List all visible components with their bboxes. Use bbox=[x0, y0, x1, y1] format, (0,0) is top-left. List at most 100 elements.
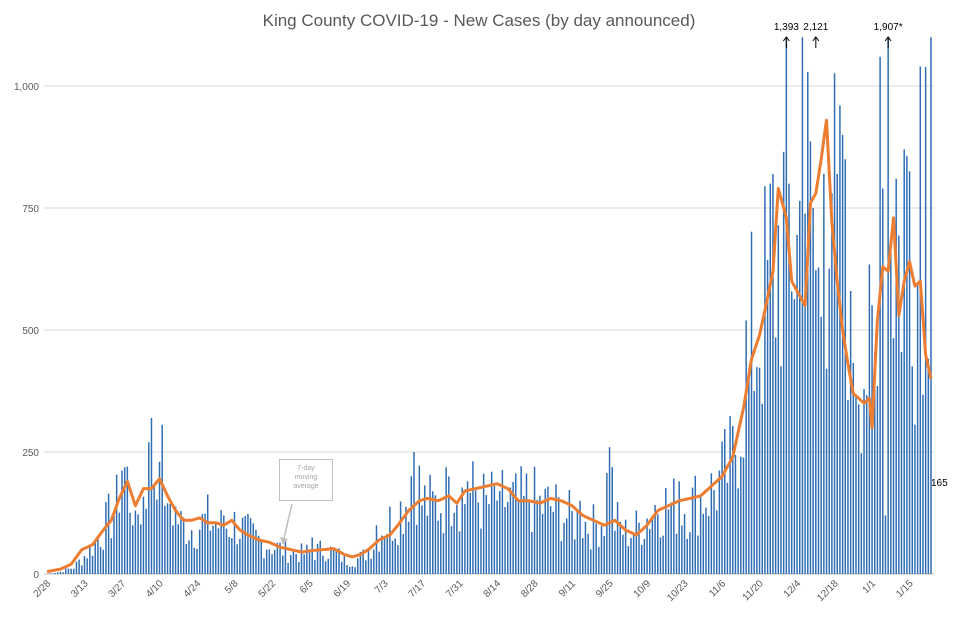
daily-case-bar bbox=[102, 549, 104, 574]
daily-case-bar bbox=[809, 141, 812, 575]
daily-case-bar bbox=[67, 568, 70, 574]
daily-case-bar bbox=[863, 389, 865, 574]
daily-case-bar bbox=[316, 543, 319, 574]
daily-case-bar bbox=[887, 37, 889, 574]
daily-case-bar bbox=[849, 290, 852, 574]
daily-case-bar bbox=[766, 259, 769, 574]
daily-case-bar bbox=[391, 540, 394, 574]
daily-case-bar bbox=[440, 513, 442, 574]
y-tick-label: 500 bbox=[22, 326, 39, 337]
daily-case-bar bbox=[482, 473, 485, 574]
daily-case-bar bbox=[673, 478, 675, 574]
daily-case-bar bbox=[445, 467, 447, 574]
daily-case-bar bbox=[517, 500, 520, 574]
daily-case-bar bbox=[702, 513, 705, 574]
daily-case-bar bbox=[595, 523, 597, 574]
daily-case-bar bbox=[174, 506, 177, 574]
x-tick-label: 2/28 bbox=[32, 578, 54, 600]
daily-case-bar bbox=[614, 530, 616, 574]
x-tick-label: 6/19 bbox=[332, 578, 354, 600]
daily-case-bar bbox=[924, 67, 927, 575]
daily-case-bar bbox=[332, 548, 335, 574]
daily-case-bar bbox=[807, 71, 809, 574]
x-tick-label: 5/22 bbox=[257, 578, 279, 600]
daily-case-bar bbox=[723, 429, 726, 574]
daily-case-bar bbox=[587, 533, 589, 574]
daily-case-bar bbox=[134, 510, 137, 574]
daily-case-bar bbox=[573, 539, 576, 574]
daily-case-bar bbox=[474, 490, 477, 574]
overflow-arrow-icon bbox=[812, 36, 820, 42]
daily-case-bar bbox=[193, 547, 196, 574]
daily-case-bar bbox=[164, 505, 166, 574]
daily-case-bar bbox=[212, 525, 214, 574]
daily-case-bar bbox=[523, 495, 525, 574]
daily-case-bar bbox=[882, 188, 884, 575]
daily-case-bar bbox=[828, 268, 830, 574]
x-tick-label: 11/6 bbox=[707, 578, 728, 599]
daily-case-bar bbox=[874, 352, 876, 574]
daily-case-bar bbox=[241, 517, 244, 574]
daily-case-bar bbox=[351, 566, 354, 574]
y-tick-label: 0 bbox=[33, 570, 39, 581]
daily-case-bar bbox=[466, 481, 469, 574]
daily-case-bar bbox=[732, 426, 734, 574]
daily-case-bar bbox=[94, 540, 96, 574]
daily-case-bar bbox=[930, 37, 932, 574]
daily-case-bar bbox=[571, 510, 573, 574]
daily-case-bar bbox=[91, 555, 94, 574]
x-tick-label: 12/4 bbox=[782, 578, 804, 600]
daily-case-bar bbox=[450, 526, 453, 574]
daily-case-bar bbox=[453, 512, 455, 574]
daily-case-bar bbox=[56, 572, 59, 574]
daily-case-bar bbox=[547, 486, 549, 574]
daily-case-bar bbox=[386, 533, 388, 574]
daily-case-bar bbox=[142, 496, 145, 574]
daily-case-bar bbox=[721, 441, 723, 574]
daily-case-bar bbox=[616, 501, 619, 574]
daily-case-bar bbox=[632, 533, 635, 574]
daily-case-bar bbox=[528, 501, 530, 574]
daily-case-bar bbox=[600, 526, 603, 574]
daily-case-bar bbox=[123, 467, 126, 574]
daily-case-bar bbox=[405, 506, 407, 574]
daily-case-bar bbox=[161, 424, 163, 574]
x-tick-label: 8/14 bbox=[482, 578, 504, 600]
daily-case-bar bbox=[284, 539, 287, 574]
daily-case-bar bbox=[560, 541, 563, 574]
daily-case-bar bbox=[742, 457, 745, 574]
daily-case-bar bbox=[740, 456, 742, 574]
daily-case-bar bbox=[469, 492, 471, 574]
daily-case-bar bbox=[627, 546, 630, 574]
daily-case-bar bbox=[860, 453, 863, 574]
moving-average-callout: 7-day moving average bbox=[279, 459, 333, 501]
x-tick-label: 8/28 bbox=[519, 578, 541, 600]
daily-case-bar bbox=[373, 549, 375, 574]
daily-case-bar bbox=[378, 551, 380, 574]
daily-case-bar bbox=[303, 554, 305, 574]
y-tick-label: 250 bbox=[22, 448, 39, 459]
daily-case-bar bbox=[496, 500, 498, 574]
daily-case-bar bbox=[407, 521, 410, 574]
daily-case-bar bbox=[367, 549, 370, 574]
daily-case-bar bbox=[796, 234, 798, 574]
daily-case-bar bbox=[579, 500, 581, 574]
daily-case-bar bbox=[190, 530, 193, 574]
daily-case-bar bbox=[292, 550, 295, 574]
daily-case-bar bbox=[201, 514, 204, 574]
y-tick-label: 750 bbox=[22, 204, 39, 215]
daily-case-bar bbox=[509, 487, 512, 574]
daily-case-bar bbox=[651, 516, 654, 574]
daily-case-bar bbox=[357, 558, 359, 574]
daily-case-bar bbox=[592, 504, 595, 574]
daily-case-bar bbox=[657, 514, 659, 574]
last-value-label: 165 bbox=[931, 478, 948, 489]
x-tick-label: 4/10 bbox=[144, 578, 166, 600]
daily-case-bar bbox=[699, 494, 702, 574]
daily-case-bar bbox=[86, 558, 88, 574]
daily-case-bar bbox=[713, 490, 715, 574]
daily-cases-bars bbox=[48, 37, 932, 575]
daily-case-bar bbox=[608, 447, 611, 574]
daily-case-bar bbox=[432, 491, 434, 574]
daily-case-bar bbox=[89, 544, 91, 574]
